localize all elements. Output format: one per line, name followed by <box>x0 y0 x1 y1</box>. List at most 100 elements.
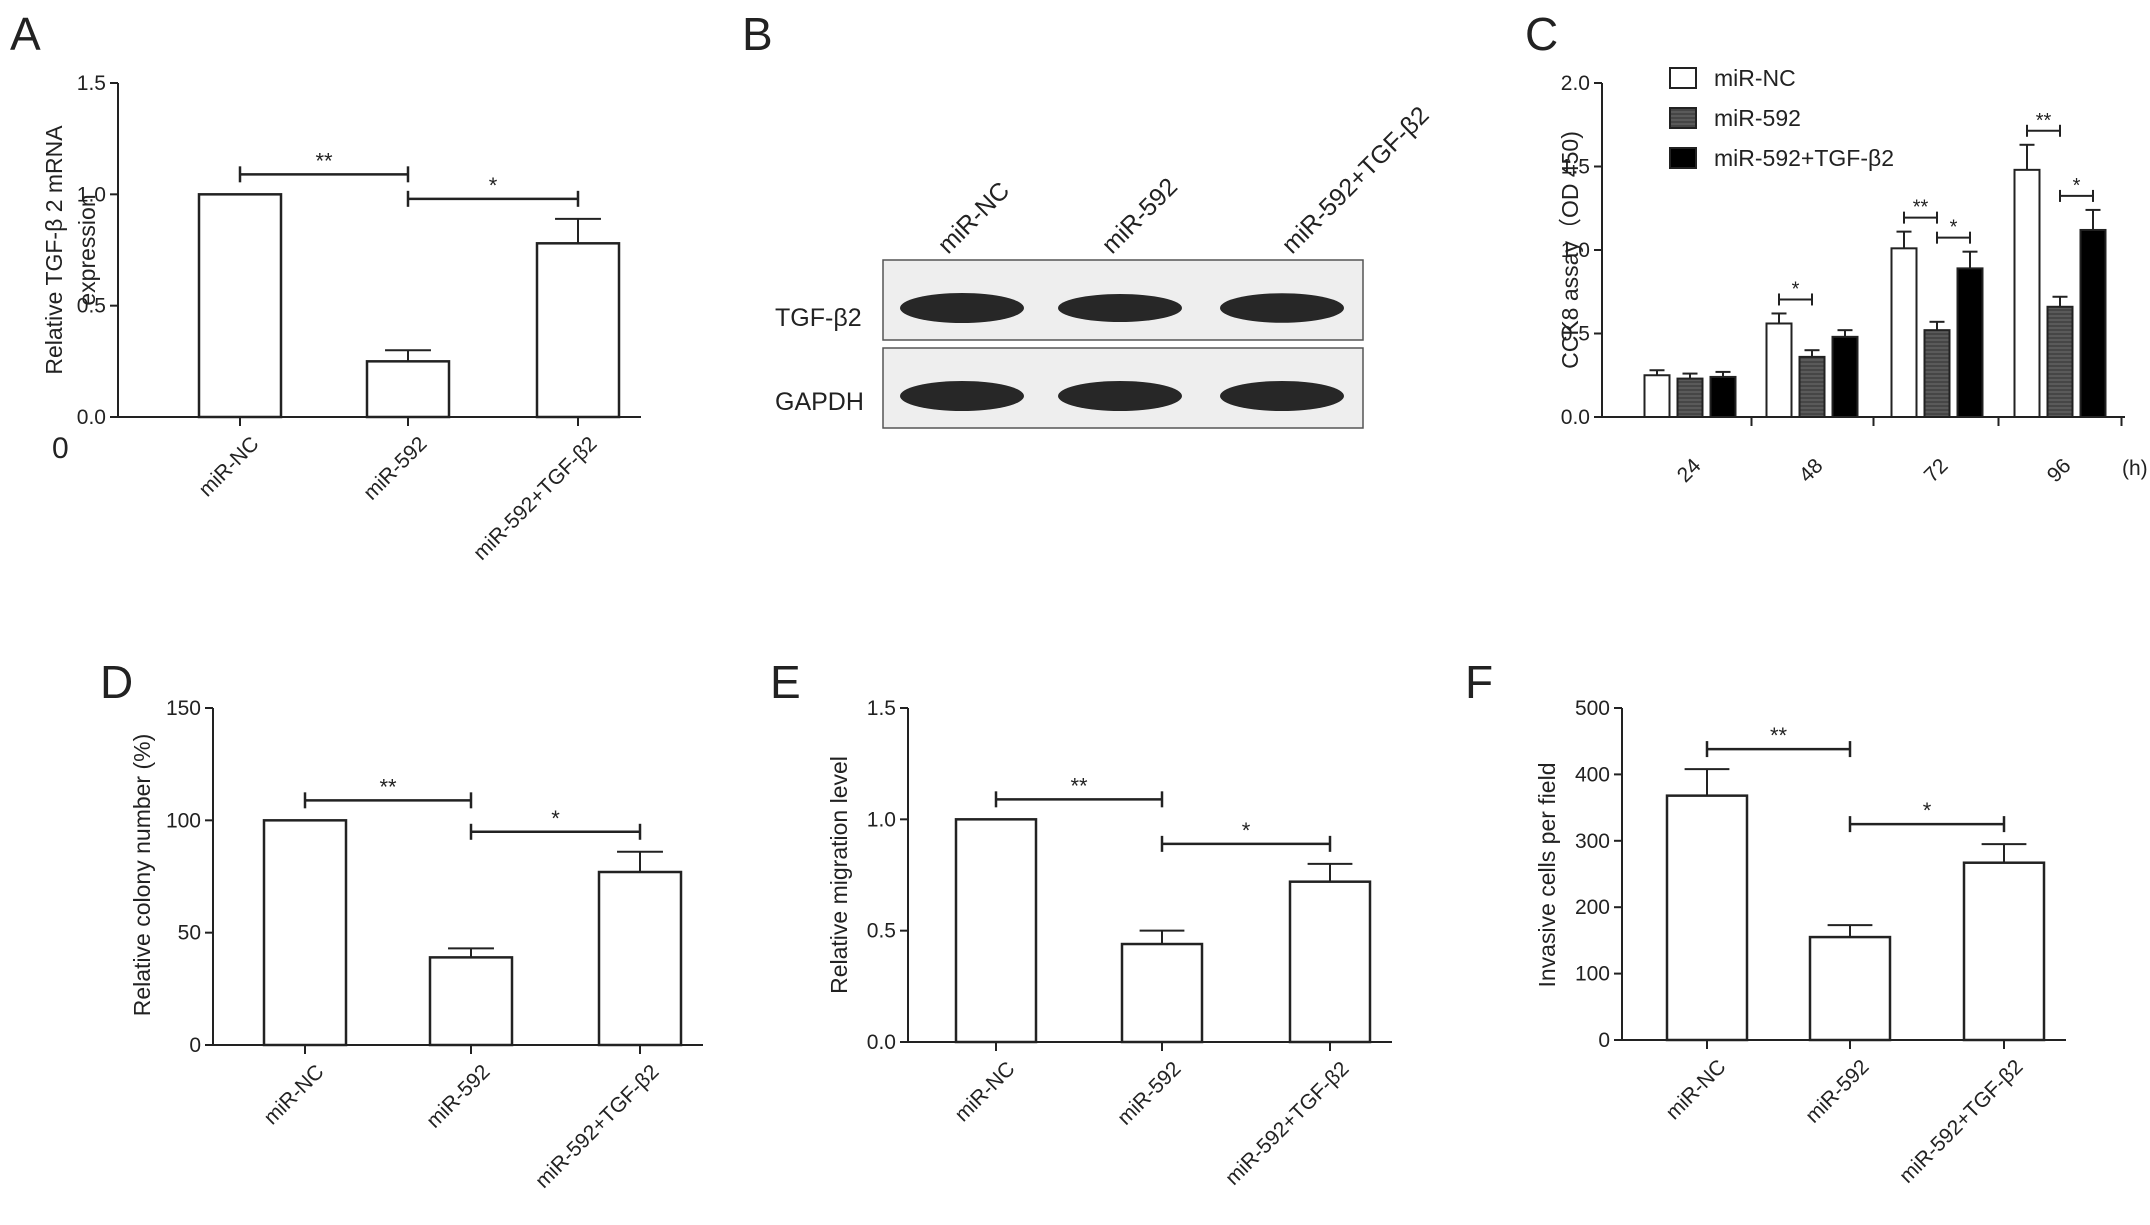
significance-label: * <box>2073 175 2081 197</box>
y-tick-label: 100 <box>166 809 201 832</box>
y-axis-label: Invasive cells per field <box>1534 763 1560 988</box>
y-axis-label: Relative colony number (%) <box>129 734 155 1017</box>
x-tick-label: 48 <box>1795 454 1828 487</box>
y-tick-label: 0.5 <box>77 295 106 318</box>
blot-row-label-gapdh: GAPDH <box>775 388 864 416</box>
bar-mir-nc <box>1665 794 1749 1042</box>
x-tick-label: miR-592+TGF-β2 <box>1221 1057 1353 1189</box>
chart-e: 0.0 0.5 1.0 1.5 Relative migration level miR-… <box>826 697 1392 1190</box>
bar-mir-592-tgf-2 <box>597 870 683 1047</box>
y-tick-label: 1.0 <box>77 183 106 206</box>
y-tick-label: 150 <box>166 697 201 720</box>
bar-mir-nc-72 <box>1890 247 1918 418</box>
panel-label-e: E <box>770 656 801 708</box>
bar-mir-592-tgf-2-24 <box>1709 375 1737 419</box>
chart-f: 0 100 200 300 400 500 Invasive cells per field… <box>1534 697 2066 1188</box>
x-tick-label: miR-592+TGF-β2 <box>531 1060 663 1192</box>
bar-mir-592-48 <box>1798 355 1826 419</box>
x-tick-label: 24 <box>1673 454 1706 487</box>
bar-mir-592 <box>365 360 451 419</box>
bar-mir-nc-24 <box>1643 374 1671 418</box>
blot-lane-label-mir-592: miR-592 <box>1096 173 1183 260</box>
y-axis-label: Relative TGF-β 2 mRNA <box>41 125 67 375</box>
y-tick-label: 0 <box>1598 1029 1610 1052</box>
y-tick-label: 0.0 <box>1561 406 1590 429</box>
western-blot: miR-NC miR-592 miR-592+TGF-β2 TGF-β2 GAP… <box>775 101 1435 429</box>
significance-label: * <box>489 173 498 198</box>
legend-swatch-mir-nc <box>1669 67 1697 89</box>
significance-label: * <box>551 806 560 831</box>
x-tick-label: miR-NC <box>259 1060 328 1129</box>
blot-row-label-tgf-b2: TGF-β2 <box>775 304 862 332</box>
blot-band-gapdh-mir-592 <box>1058 381 1182 411</box>
legend-label-mir-592: miR-592 <box>1714 105 1801 131</box>
bar-mir-592-tgf-2-96 <box>2079 228 2107 418</box>
y-axis-label: Relative migration level <box>826 756 852 994</box>
significance-label: ** <box>379 774 397 799</box>
y-tick-label: 1.5 <box>1561 156 1590 179</box>
y-tick-label: 1.0 <box>867 808 896 831</box>
significance-label: ** <box>315 148 333 173</box>
y-tick-label: 0.0 <box>77 406 106 429</box>
chart-d: 0 50 100 150 Relative colony number (%) miR-N… <box>129 697 703 1193</box>
legend-swatch-mir-592-tgf-2 <box>1669 147 1697 169</box>
bar-mir-592 <box>1808 935 1892 1042</box>
blot-band-tgf-2-mir-nc <box>900 293 1024 323</box>
x-tick-label: miR-592+TGF-β2 <box>1895 1055 2027 1187</box>
y-tick-label: 400 <box>1575 763 1610 786</box>
x-tick-label: miR-592 <box>1113 1057 1185 1129</box>
legend-swatch-mir-592 <box>1669 107 1697 129</box>
bar-mir-592-tgf-2-48 <box>1831 335 1859 418</box>
y-tick-label: 500 <box>1575 697 1610 720</box>
bar-mir-592-24 <box>1676 377 1704 418</box>
blot-band-gapdh-mir-nc <box>900 381 1024 411</box>
bar-mir-592-tgf-2 <box>1288 880 1372 1044</box>
bar-mir-592 <box>1120 942 1204 1044</box>
blot-band-tgf-2-mir-592 <box>1058 294 1182 322</box>
significance-label: ** <box>2036 110 2052 132</box>
x-tick-label: 96 <box>2043 454 2076 487</box>
y-tick-label: 2.0 <box>1561 72 1590 95</box>
bar-mir-nc <box>954 818 1038 1044</box>
panel-label-f: F <box>1465 656 1493 708</box>
x-tick-label: miR-NC <box>1661 1055 1730 1124</box>
panel-label-d: D <box>100 656 133 708</box>
bar-mir-592 <box>428 956 514 1047</box>
significance-label: ** <box>1770 723 1788 748</box>
panel-label-a: A <box>10 8 41 60</box>
bar-mir-nc <box>197 193 283 419</box>
legend-label-mir-592-tgf-2: miR-592+TGF-β2 <box>1714 145 1894 171</box>
y-tick-label: 1.5 <box>867 697 896 720</box>
x-tick-label: miR-592 <box>1801 1055 1873 1127</box>
bar-mir-nc-96 <box>2013 168 2041 418</box>
x-tick-label: miR-592 <box>422 1060 494 1132</box>
blot-band-tgf-2-mir-592-tgf-2 <box>1220 293 1344 323</box>
y-tick-label: 0.0 <box>867 1031 896 1054</box>
bar-mir-592-tgf-2 <box>1962 861 2046 1042</box>
bar-mir-592-tgf-2-72 <box>1956 267 1984 418</box>
x-tick-label: miR-NC <box>950 1057 1019 1126</box>
y-tick-label: 200 <box>1575 896 1610 919</box>
bar-mir-592-72 <box>1923 329 1951 418</box>
blot-band-gapdh-mir-592-tgf-2 <box>1220 381 1344 411</box>
y-tick-label: 0.5 <box>867 920 896 943</box>
significance-label: ** <box>1070 773 1088 798</box>
y-axis-label: expression <box>74 194 100 305</box>
y-tick-label: 1.0 <box>1561 239 1590 262</box>
significance-label: * <box>1923 798 1932 823</box>
stray-zero-label: 0 <box>52 432 69 465</box>
x-tick-label: miR-592 <box>359 432 431 504</box>
y-tick-label: 300 <box>1575 830 1610 853</box>
bar-mir-592-tgf-2 <box>535 242 621 419</box>
bar-mir-nc <box>262 819 348 1047</box>
x-tick-label: miR-NC <box>194 432 263 501</box>
y-tick-label: 50 <box>178 922 201 945</box>
x-tick-label: 72 <box>1920 454 1953 487</box>
y-tick-label: 0.5 <box>1561 323 1590 346</box>
significance-label: * <box>1242 818 1251 843</box>
chart-a: 0.0 0.5 1.0 1.5 Relative TGF-β 2 mRNA express… <box>41 72 641 565</box>
y-axis-label: CCK8 assay（OD 450) <box>1557 131 1583 369</box>
chart-c: 0.0 0.5 1.0 1.5 2.0 CCK8 assay（OD 450) 24 48 72 9… <box>1557 65 2148 487</box>
legend-label-mir-nc: miR-NC <box>1714 65 1796 91</box>
